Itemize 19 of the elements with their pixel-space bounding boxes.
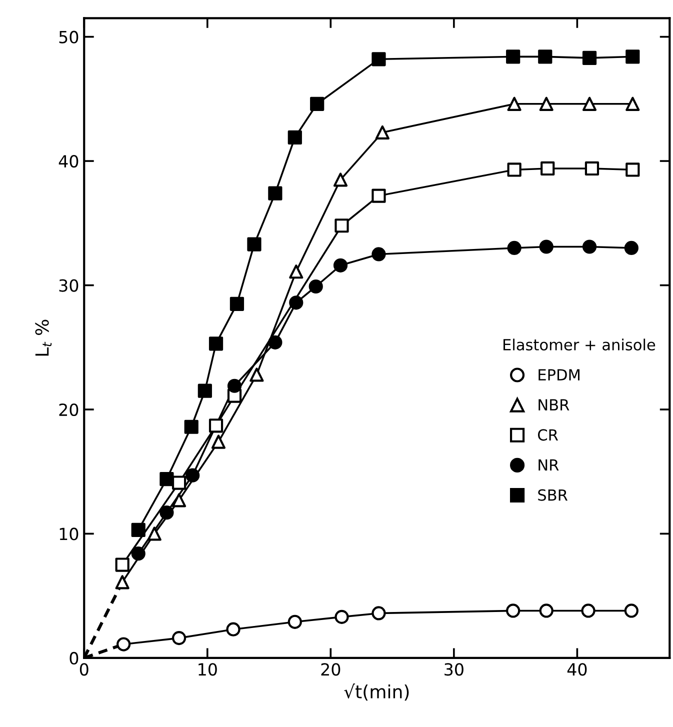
y-tick-label: 20 [59,403,78,416]
y-tick-label: 0 [70,652,78,665]
legend-label: NBR [538,399,570,410]
legend-label: SBR [538,489,568,501]
x-axis-title: √t(min) [344,684,409,701]
x-tick-label: 20 [321,663,340,676]
y-tick-label: 40 [58,154,78,168]
x-tick-label: 30 [444,663,464,676]
x-tick-label: 10 [198,663,217,676]
y-tick-label: 30 [59,279,78,292]
y-axis-title: L$_{t}$ % [35,320,52,356]
x-tick-label: 40 [567,663,587,676]
legend-label: NR [538,459,559,471]
y-tick-label: 50 [59,30,78,44]
legend-title: Elastomer + anisole [504,338,656,350]
y-tick-label: 10 [60,528,78,540]
x-tick-label: 0 [80,663,88,676]
legend-label: EPDM [538,369,580,380]
legend-label: CR [538,429,558,441]
